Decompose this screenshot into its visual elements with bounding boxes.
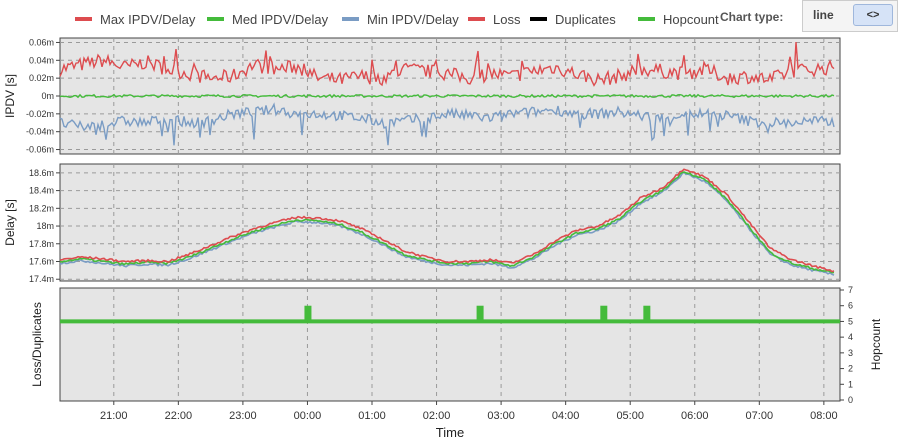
x-tick-label: 00:00 — [294, 410, 322, 422]
y-tick-label: 18.2m — [29, 203, 54, 213]
y2-axis-label: Hopcount — [869, 318, 883, 370]
chart-type-value[interactable]: line — [813, 8, 834, 22]
series-line-med-ipdv-delay — [59, 171, 835, 274]
y-tick-label: -0.02m — [26, 109, 54, 119]
legend-label: Min IPDV/Delay — [367, 12, 459, 27]
loss-panel: 7 6 5 4 3 2 1 0 Loss/Duplicates Hopcount 21:00 22:0… — [30, 285, 883, 440]
y-tick-label: 18.6m — [29, 168, 54, 178]
chart-type-toggle-button[interactable]: <> — [853, 4, 893, 26]
plot-area — [59, 287, 841, 402]
y-tick-label: 0.04m — [29, 55, 54, 65]
y-tick-label: 0.06m — [29, 37, 54, 47]
legend-label: Hopcount — [663, 12, 719, 27]
y-tick-label: 17.8m — [29, 239, 54, 249]
y2-tick-label: 2 — [848, 364, 853, 374]
hopcount-spike — [643, 305, 651, 322]
y-axis-label: Delay [s] — [3, 199, 17, 246]
series-line-med-ipdv-delay — [59, 93, 835, 99]
y2-tick-label: 1 — [848, 379, 853, 389]
y-tick-label: -0.06m — [26, 145, 54, 155]
y2-tick-label: 0 — [848, 395, 853, 405]
series-line-min-ipdv-delay — [59, 170, 835, 276]
y-tick-label: 0.02m — [29, 73, 54, 83]
x-tick-label: 03:00 — [487, 410, 515, 422]
chart-type-selector[interactable]: line <> — [802, 0, 898, 32]
legend: Max IPDV/Delay Med IPDV/Delay Min IPDV/Del… — [75, 12, 719, 27]
y-tick-label: 18.4m — [29, 186, 54, 196]
y-tick-label: 18m — [36, 221, 54, 231]
y-tick-label: 17.6m — [29, 257, 54, 267]
legend-label: Med IPDV/Delay — [232, 12, 329, 27]
hopcount-spike — [600, 305, 608, 322]
x-tick-label: 23:00 — [229, 410, 257, 422]
hopcount-spike — [476, 305, 484, 322]
x-tick-label: 08:00 — [810, 410, 838, 422]
x-tick-label: 22:00 — [165, 410, 193, 422]
y-axis-label: Loss/Duplicates — [30, 302, 44, 387]
y2-tick-label: 7 — [848, 285, 853, 295]
y2-tick-label: 3 — [848, 348, 853, 358]
y2-tick-label: 6 — [848, 301, 853, 311]
chart-type-label: Chart type: — [720, 10, 784, 24]
x-tick-label: 04:00 — [552, 410, 580, 422]
series-line-max-ipdv-delay — [59, 168, 835, 273]
y-tick-label: -0.04m — [26, 127, 54, 137]
y2-tick-label: 5 — [848, 316, 853, 326]
x-tick-label: 02:00 — [423, 410, 451, 422]
series-line-min-ipdv-delay — [59, 102, 835, 146]
x-axis-label: Time — [436, 425, 464, 440]
x-tick-label: 06:00 — [681, 410, 709, 422]
y-tick-label: 0m — [41, 91, 54, 101]
ipdv-panel: 0.06m 0.04m 0.02m 0m -0.02m -0.04m -0.06m IPDV … — [3, 37, 841, 155]
y2-tick-label: 4 — [848, 332, 853, 342]
hopcount-spike — [304, 305, 312, 322]
x-tick-label: 01:00 — [358, 410, 386, 422]
y-tick-label: 17.4m — [29, 274, 54, 284]
series-line-max-ipdv-delay — [59, 41, 835, 87]
legend-label: Duplicates — [555, 12, 616, 27]
x-tick-label: 07:00 — [746, 410, 774, 422]
x-tick-label: 05:00 — [616, 410, 644, 422]
x-tick-label: 21:00 — [100, 410, 128, 422]
legend-label: Loss — [493, 12, 521, 27]
delay-panel: 18.6m 18.4m 18.2m 18m 17.8m 17.6m 17.4m Delay [… — [3, 163, 841, 284]
legend-label: Max IPDV/Delay — [100, 12, 196, 27]
y-axis-label: IPDV [s] — [3, 74, 17, 118]
